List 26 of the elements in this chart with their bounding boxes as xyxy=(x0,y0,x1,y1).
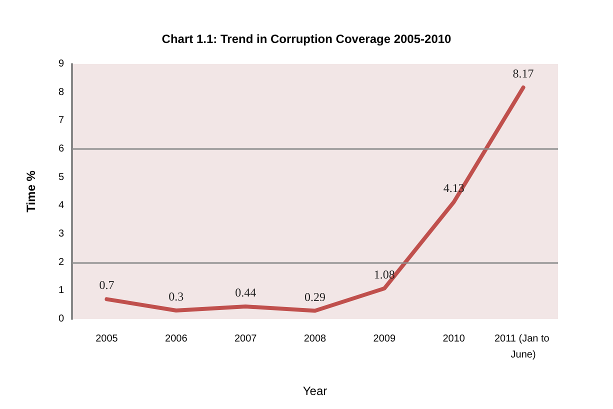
x-tick-label: 2009 xyxy=(373,334,396,344)
x-tick-label: 2010 xyxy=(442,334,466,344)
x-tick-label: 2011 (Jan to June) xyxy=(494,334,552,360)
data-label: 8.17 xyxy=(512,66,534,81)
y-tick-label: 8 xyxy=(58,86,64,98)
y-tick-label: 0 xyxy=(58,314,64,324)
x-tick-label: 2007 xyxy=(234,334,258,344)
data-label: 1.08 xyxy=(374,267,395,282)
y-tick-label: 3 xyxy=(58,228,64,240)
data-label: 0.3 xyxy=(168,290,184,304)
chart-title: Chart 1.1: Trend in Corruption Coverage 2005-2010 xyxy=(162,32,452,46)
x-axis-title: Year xyxy=(302,384,328,398)
x-tick-label: 2005 xyxy=(96,334,118,344)
y-tick-label: 1 xyxy=(58,285,64,296)
x-tick-label: 2008 xyxy=(304,334,327,344)
x-tick-label: 2006 xyxy=(165,334,188,344)
y-tick-label: 9 xyxy=(58,58,64,70)
y-tick-label: 6 xyxy=(58,144,64,154)
y-axis-title: Time % xyxy=(24,170,38,212)
data-label: 0.7 xyxy=(99,278,114,292)
y-tick-label: 4 xyxy=(58,200,64,212)
data-label: 0.44 xyxy=(235,286,256,300)
y-tick-label: 2 xyxy=(58,256,64,268)
y-tick-label: 7 xyxy=(58,115,64,126)
y-tick-label: 5 xyxy=(58,172,64,183)
data-label: 0.29 xyxy=(304,290,326,304)
